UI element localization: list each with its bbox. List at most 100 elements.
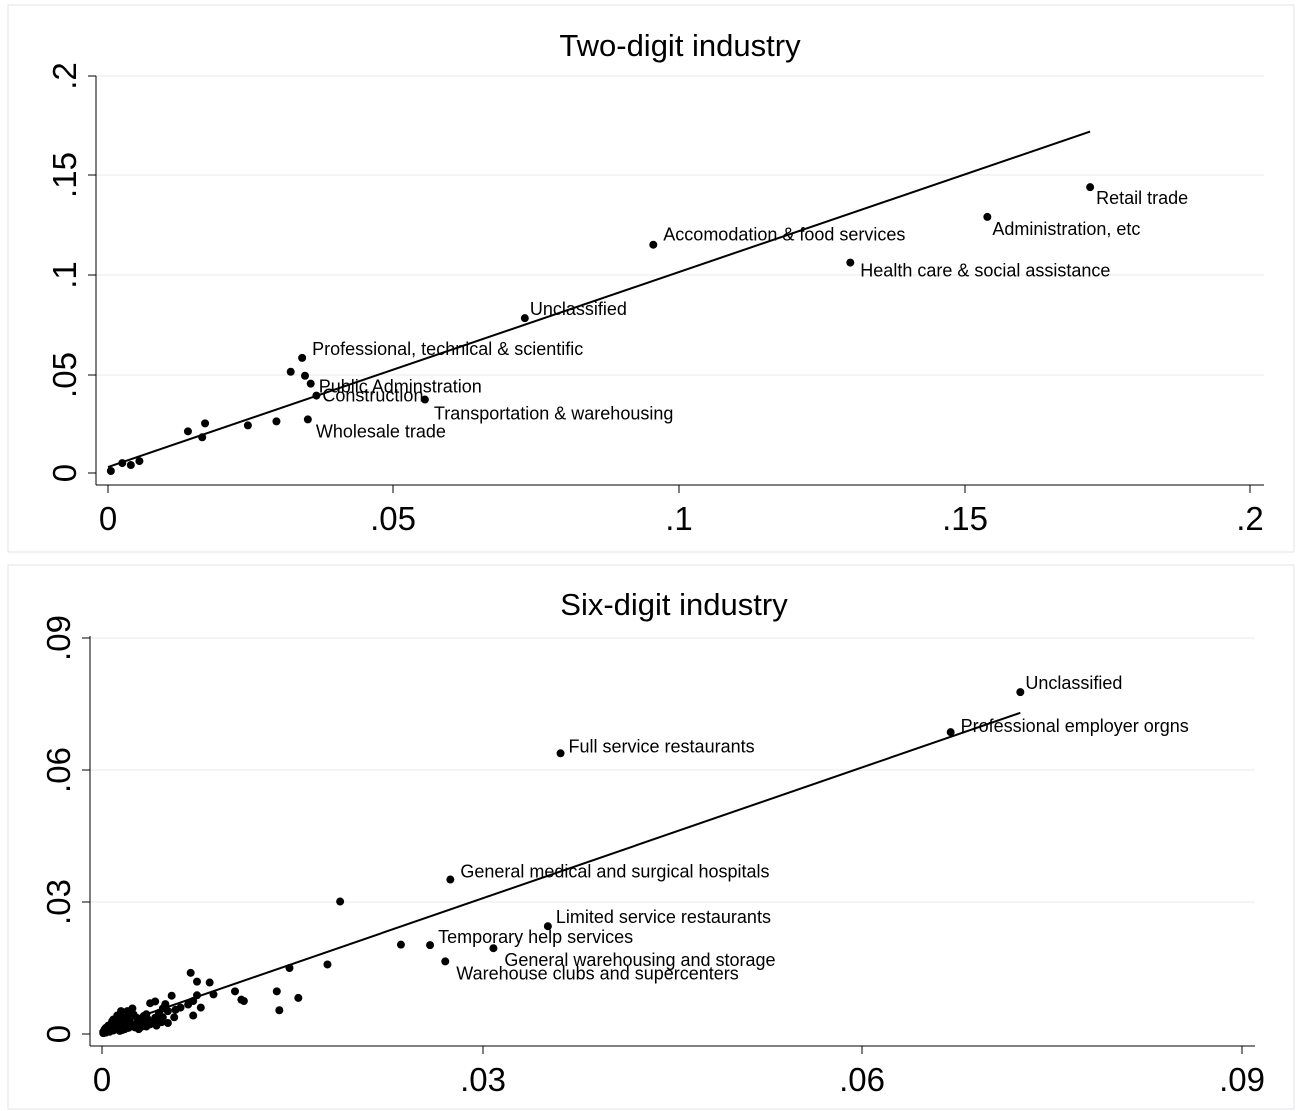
data-point (520, 314, 529, 323)
data-point (1016, 688, 1025, 697)
six-digit-panel: 0 .03 .06 .09 0 .03 .06 .09 Six-digit industry Un… (7, 564, 1295, 1110)
data-point (446, 875, 455, 884)
point-annotation: Limited service restaurants (556, 907, 771, 927)
data-point (134, 1025, 143, 1034)
y-tick-label: .1 (46, 261, 83, 289)
plot-region (7, 4, 1295, 553)
point-annotation: Wholesale trade (316, 421, 446, 441)
point-annotation: Warehouse clubs and supercenters (456, 963, 739, 983)
data-point (193, 977, 201, 986)
data-point (285, 964, 294, 972)
data-point (396, 940, 405, 949)
data-point (151, 997, 160, 1006)
data-point (846, 258, 855, 267)
chart-title: Six-digit industry (560, 587, 788, 622)
point-annotation: Construction (322, 386, 423, 406)
data-point (163, 1019, 172, 1027)
data-point (205, 978, 214, 987)
data-point (312, 391, 321, 400)
data-point (239, 997, 248, 1005)
data-point (243, 421, 252, 430)
y-tick-label: 0 (46, 464, 83, 482)
data-point (272, 417, 281, 426)
point-annotation: General medical and surgical hospitals (460, 862, 769, 882)
data-point (99, 1027, 108, 1036)
point-annotation: Unclassified (1025, 673, 1122, 693)
data-point (209, 990, 218, 999)
x-tick-label: .2 (1236, 500, 1264, 537)
point-annotation: Transportation & warehousing (434, 404, 673, 424)
x-tick-label: .05 (370, 500, 416, 537)
data-point (157, 1018, 166, 1027)
point-annotation: General warehousing and storage (504, 950, 775, 970)
point-annotation: Public Adminstration (319, 377, 482, 397)
data-point (186, 968, 195, 977)
data-point (189, 1011, 198, 1020)
x-tick-label: 0 (93, 1061, 111, 1098)
data-point (184, 1000, 193, 1009)
data-point (303, 415, 312, 424)
data-point (946, 728, 955, 737)
data-point (170, 1013, 179, 1022)
data-point (441, 957, 450, 966)
data-point (306, 379, 315, 388)
x-tick-label: .03 (460, 1061, 506, 1098)
y-tick-label: .03 (40, 879, 77, 925)
data-point (489, 944, 498, 953)
data-point (556, 749, 565, 758)
y-tick-label: .2 (46, 62, 83, 90)
data-point (286, 367, 295, 376)
data-point (183, 427, 192, 436)
point-annotation: Full service restaurants (569, 736, 755, 756)
data-point (1086, 183, 1095, 192)
y-tick-label: .06 (40, 747, 77, 793)
data-point (196, 1003, 205, 1012)
data-point (298, 353, 307, 362)
data-point (231, 987, 239, 996)
data-point (163, 1007, 172, 1016)
two-digit-panel: 0 .05 .1 .15 .2 0 .05 .1 .15 .2 Two-digit industry… (7, 4, 1295, 553)
data-point (167, 991, 176, 1000)
data-point (198, 433, 207, 442)
data-point (118, 1026, 127, 1035)
y-tick-label: .09 (40, 615, 77, 661)
data-point (426, 941, 435, 950)
y-tick-label: .05 (46, 352, 83, 398)
data-point (300, 371, 309, 380)
data-point (123, 1007, 132, 1016)
point-annotation: Temporary help services (438, 927, 633, 947)
x-tick-label: .09 (1219, 1061, 1265, 1098)
point-annotation: Unclassified (530, 299, 627, 319)
fit-line (101, 711, 1021, 1031)
fit-line (107, 130, 1091, 468)
data-point (118, 459, 127, 468)
point-annotation: Retail trade (1096, 188, 1188, 208)
point-annotation: Accomodation & food services (663, 225, 905, 245)
data-point (126, 461, 135, 470)
data-point (109, 1015, 118, 1024)
point-annotation: Administration, etc (992, 219, 1140, 239)
data-point (420, 395, 429, 404)
chart-title: Two-digit industry (559, 28, 801, 63)
x-tick-label: .15 (942, 500, 988, 537)
data-point (543, 922, 552, 931)
data-point (146, 1020, 155, 1029)
point-annotation: Health care & social assistance (860, 261, 1110, 281)
data-point (336, 897, 345, 906)
data-point (323, 960, 332, 969)
data-point (272, 987, 281, 996)
data-point (193, 991, 201, 1000)
data-point (201, 419, 210, 428)
x-tick-label: 0 (99, 500, 117, 537)
data-point (129, 1010, 138, 1019)
point-annotation: Professional employer orgns (961, 716, 1189, 736)
data-point (983, 212, 992, 221)
data-point (142, 1010, 151, 1019)
x-tick-label: .1 (665, 500, 693, 537)
y-tick-label: .15 (46, 152, 83, 198)
x-tick-label: .06 (839, 1061, 885, 1098)
data-point (135, 457, 144, 466)
data-point (171, 1005, 180, 1014)
y-tick-label: 0 (40, 1025, 77, 1043)
